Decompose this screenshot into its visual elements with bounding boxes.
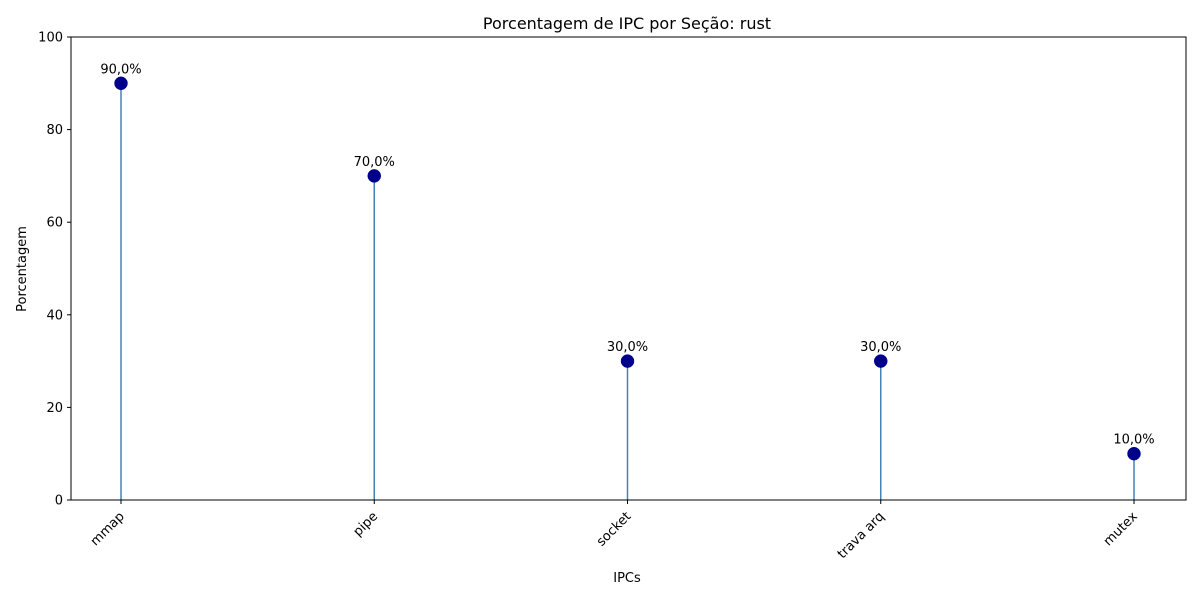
- data-label: 30,0%: [860, 340, 901, 355]
- data-label: 10,0%: [1113, 433, 1154, 448]
- y-tick-label: 60: [46, 216, 63, 231]
- x-tick-label: trava arq: [835, 509, 888, 562]
- lollipop-marker: [620, 354, 635, 368]
- x-tick-label: mmap: [88, 509, 128, 549]
- x-tick-label: mutex: [1101, 509, 1141, 549]
- data-label: 90,0%: [100, 62, 141, 77]
- y-tick-label: 40: [46, 308, 63, 323]
- y-tick-label: 20: [46, 401, 63, 416]
- y-tick-label: 80: [46, 123, 63, 138]
- lollipop-marker: [114, 76, 128, 91]
- y-axis-label: Porcentagem: [15, 226, 30, 312]
- chart-title: Porcentagem de IPC por Seção: rust: [483, 14, 771, 33]
- data-label: 70,0%: [354, 155, 395, 170]
- x-tick-label: socket: [594, 509, 634, 549]
- plot-frame: [70, 36, 1187, 501]
- lollipop-marker: [367, 169, 381, 183]
- lollipop-marker: [874, 354, 888, 368]
- lollipop-marker: [1127, 446, 1141, 461]
- data-label: 30,0%: [607, 340, 648, 355]
- y-tick-label: 0: [55, 494, 63, 509]
- x-tick-label: pipe: [351, 509, 381, 539]
- x-axis-label: IPCs: [613, 571, 641, 586]
- y-tick-label: 100: [38, 31, 63, 46]
